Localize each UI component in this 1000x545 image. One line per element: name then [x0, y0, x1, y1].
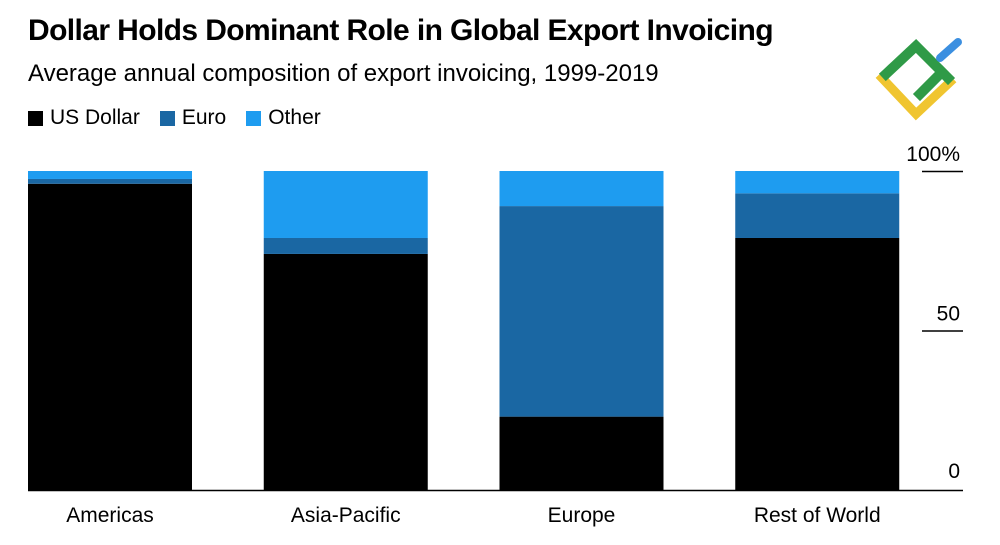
legend-label-euro: Euro — [181, 106, 227, 129]
bar-rest-of-world-us-dollar — [735, 237, 900, 490]
bar-rest-of-world-euro — [735, 193, 900, 238]
legend-label-us-dollar: US Dollar — [50, 106, 140, 129]
logo-blue-stroke — [936, 38, 962, 62]
x-tick-label: Rest of World — [754, 504, 881, 527]
x-tick-label: Americas — [66, 504, 154, 527]
legend-item-us-dollar: US Dollar — [28, 106, 140, 130]
bar-rest-of-world-other — [735, 171, 900, 194]
bar-europe-other — [499, 171, 664, 207]
chart-title: Dollar Holds Dominant Role in Global Exp… — [28, 14, 774, 47]
bar-europe-us-dollar — [499, 416, 664, 490]
legend-item-other: Other — [246, 106, 321, 130]
x-tick-label: Asia-Pacific — [291, 504, 401, 527]
logo-green-stroke — [878, 39, 956, 102]
x-tick-label: Europe — [548, 504, 616, 527]
bar-asia-pacific-euro — [263, 237, 428, 254]
bar-americas-other — [28, 171, 192, 179]
bar-americas-euro — [28, 178, 192, 184]
y-tick-label: 100% — [906, 143, 960, 166]
legend-swatch-euro — [159, 110, 175, 126]
logo-yellow-stroke — [875, 71, 957, 121]
bar-europe-euro — [499, 206, 664, 417]
chart-legend: US Dollar Euro Other — [28, 106, 341, 130]
bar-asia-pacific-other — [263, 171, 428, 238]
chart-subtitle: Average annual composition of export inv… — [28, 60, 659, 87]
legend-swatch-us-dollar — [28, 110, 43, 126]
legend-item-euro: Euro — [159, 106, 227, 130]
bar-asia-pacific-us-dollar — [263, 253, 428, 490]
y-tick-label: 0 — [948, 460, 960, 483]
bar-americas-us-dollar — [28, 183, 192, 490]
legend-label-other: Other — [268, 106, 321, 129]
y-tick-label: 50 — [937, 303, 960, 326]
legend-swatch-other — [246, 110, 262, 126]
brand-logo-icon — [875, 38, 962, 121]
